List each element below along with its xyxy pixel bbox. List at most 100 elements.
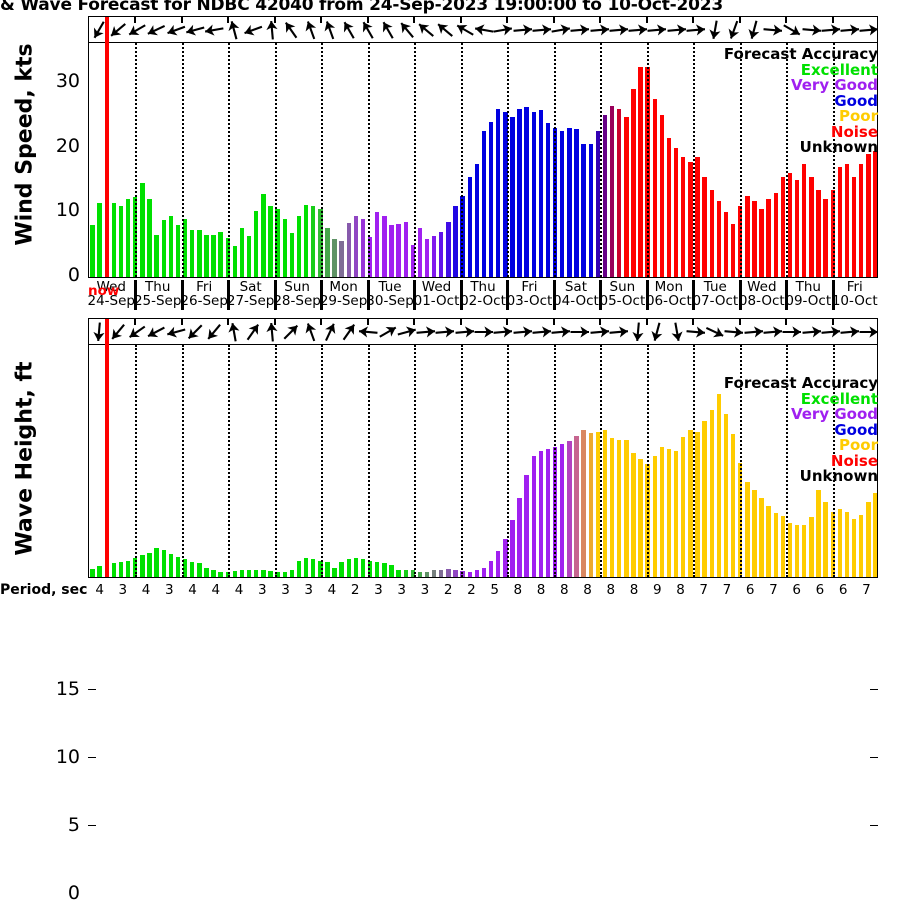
data-bar bbox=[118, 562, 124, 577]
x-axis-separator bbox=[692, 280, 696, 310]
wind-direction-arrow-icon bbox=[858, 19, 877, 41]
data-bar bbox=[809, 517, 814, 577]
period-value: 9 bbox=[652, 582, 662, 598]
date-text: 27-Sep bbox=[226, 293, 275, 309]
data-bar bbox=[759, 498, 764, 577]
wind-direction-arrow-icon bbox=[411, 17, 441, 45]
day-tick bbox=[552, 319, 555, 325]
x-axis-day-label: Mon 29-Sep bbox=[317, 280, 371, 308]
period-value: 3 bbox=[304, 582, 314, 598]
data-bar bbox=[410, 570, 416, 577]
x-axis-separator bbox=[227, 280, 231, 310]
grid-line bbox=[460, 345, 463, 577]
wind-direction-arrow-icon bbox=[335, 319, 364, 347]
grid-line bbox=[274, 345, 277, 577]
data-bar bbox=[446, 222, 451, 277]
x-axis-day-label: Wed 01-Oct bbox=[410, 280, 464, 308]
data-bar bbox=[90, 225, 95, 277]
x-axis-day-label: Sat 27-Sep bbox=[224, 280, 278, 308]
data-bar bbox=[723, 413, 729, 577]
y-axis-tick-mark bbox=[870, 689, 878, 691]
day-tick bbox=[366, 319, 369, 325]
data-bar bbox=[303, 204, 309, 277]
data-bar bbox=[652, 456, 657, 577]
x-axis-day-label: Fri 03-Oct bbox=[503, 280, 557, 308]
data-bar bbox=[794, 525, 800, 577]
x-axis-separator bbox=[413, 280, 417, 310]
grid-line bbox=[832, 345, 835, 577]
date-text: 28-Sep bbox=[273, 293, 321, 309]
day-tick bbox=[506, 319, 509, 325]
wind-direction-arrow-icon bbox=[530, 321, 554, 343]
data-bar bbox=[403, 570, 408, 577]
grid-line bbox=[786, 345, 789, 577]
data-bar bbox=[702, 420, 707, 577]
data-bar bbox=[147, 199, 152, 277]
weekday-text: Wed bbox=[96, 279, 126, 295]
data-bar bbox=[837, 509, 843, 577]
data-bar bbox=[161, 549, 166, 577]
data-bar bbox=[794, 179, 800, 277]
data-bar bbox=[602, 115, 608, 277]
grid-line bbox=[135, 345, 138, 577]
period-value: 3 bbox=[420, 582, 430, 598]
data-bar bbox=[204, 234, 209, 277]
wind-direction-arrow-icon bbox=[221, 17, 246, 43]
data-bar bbox=[481, 131, 487, 277]
x-axis-separator bbox=[645, 280, 649, 310]
period-value: 2 bbox=[467, 582, 476, 598]
legend-item-noise: Noise bbox=[830, 122, 878, 141]
data-bar bbox=[403, 222, 408, 277]
data-bar bbox=[488, 560, 494, 577]
day-tick bbox=[180, 319, 183, 325]
data-bar bbox=[517, 498, 522, 577]
data-bar bbox=[773, 513, 778, 577]
wind-direction-arrow-icon bbox=[665, 19, 689, 41]
wind-direction-arrow-icon bbox=[701, 319, 729, 346]
wind-direction-arrow-icon bbox=[103, 17, 133, 45]
day-tick bbox=[692, 319, 695, 325]
grid-line bbox=[693, 345, 696, 577]
weekday-text: Sat bbox=[564, 279, 587, 295]
data-bar bbox=[140, 183, 145, 277]
data-bar bbox=[282, 571, 287, 577]
wind-direction-arrow-icon bbox=[297, 319, 323, 346]
data-bar bbox=[624, 116, 629, 277]
wind-direction-arrow-icon bbox=[180, 319, 210, 347]
weekday-text: Sun bbox=[284, 279, 310, 295]
data-bar bbox=[431, 570, 437, 577]
grid-line bbox=[414, 43, 417, 277]
grid-line bbox=[414, 345, 417, 577]
data-bar bbox=[673, 450, 679, 577]
weekday-text: Thu bbox=[795, 279, 821, 295]
data-bar bbox=[695, 157, 700, 277]
data-bar bbox=[261, 570, 266, 577]
date-text: 29-Sep bbox=[319, 293, 368, 309]
data-bar bbox=[439, 570, 444, 577]
day-tick bbox=[506, 17, 509, 23]
data-bar bbox=[289, 233, 295, 277]
data-bar bbox=[766, 199, 771, 277]
now-indicator-line bbox=[104, 17, 109, 277]
data-bar bbox=[545, 122, 551, 277]
grid-line bbox=[600, 345, 603, 577]
grid-line bbox=[646, 345, 649, 577]
data-bar bbox=[424, 239, 430, 277]
day-tick bbox=[459, 319, 462, 325]
wind-direction-arrow-icon bbox=[142, 17, 170, 44]
data-bar bbox=[503, 538, 508, 577]
day-tick bbox=[273, 17, 276, 23]
wind-direction-band bbox=[89, 17, 877, 43]
data-bar bbox=[524, 107, 529, 277]
wind-direction-arrow-icon bbox=[511, 19, 535, 41]
day-tick bbox=[227, 319, 230, 325]
data-bar bbox=[567, 441, 572, 577]
wind-direction-arrow-icon bbox=[741, 17, 766, 43]
period-value: 6 bbox=[792, 582, 801, 598]
x-axis-day-label: Wed 08-Oct bbox=[735, 280, 789, 308]
data-bar bbox=[175, 225, 181, 277]
x-axis-separator bbox=[785, 280, 789, 310]
data-bar bbox=[325, 562, 330, 577]
wind-direction-arrow-icon bbox=[316, 319, 343, 346]
data-bar bbox=[752, 490, 757, 577]
